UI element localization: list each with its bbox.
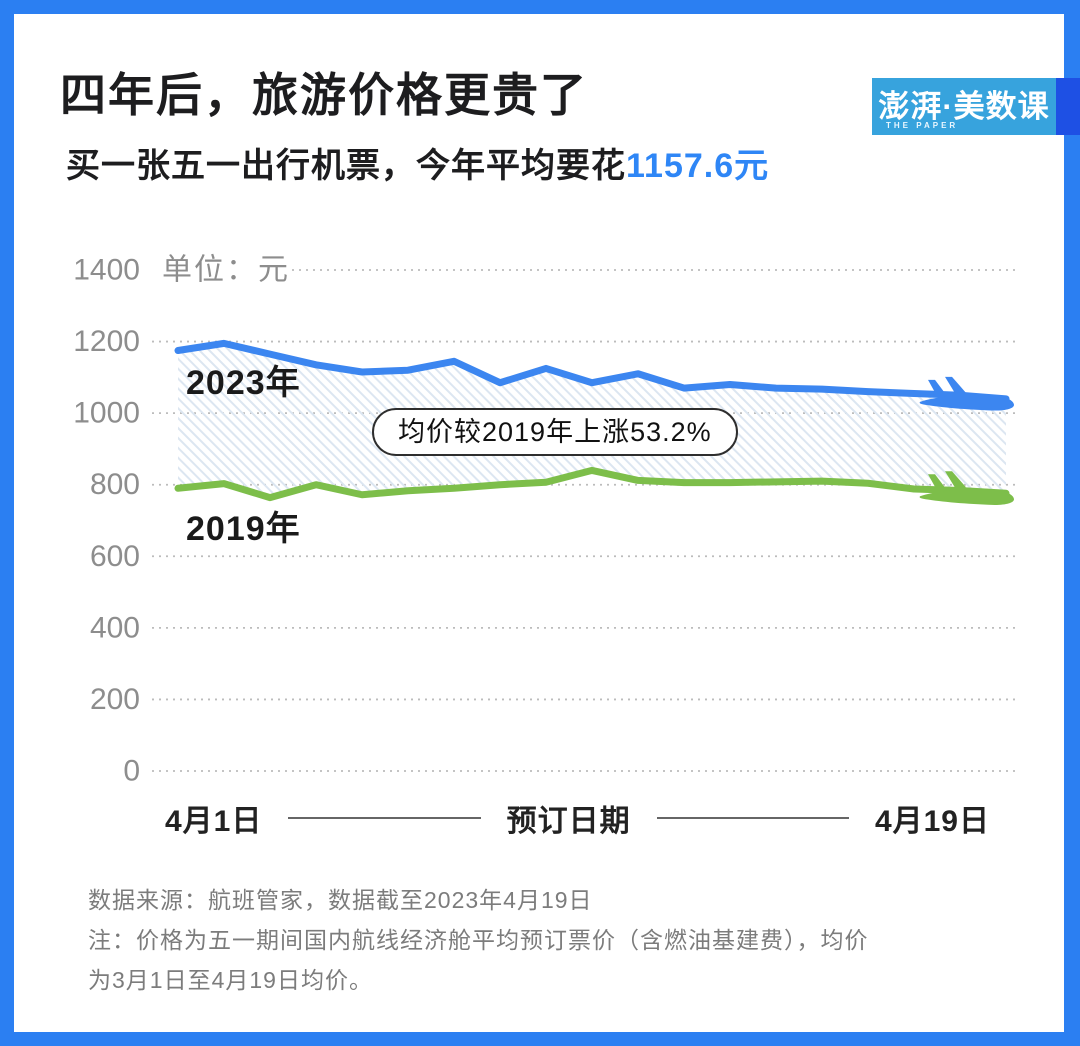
method-note-line2: 为3月1日至4月19日均价。: [88, 967, 373, 993]
infographic-card: 四年后，旅游价格更贵了 买一张五一出行机票，今年平均要花1157.6元 澎湃·美…: [14, 14, 1080, 1032]
svg-text:600: 600: [90, 540, 140, 573]
x-axis: 4月1日 预订日期 4月19日: [165, 796, 990, 840]
chart-canvas: 1400 1200 1000 800 600 400 200 0 单位：元 2023年 2019年: [73, 254, 1018, 788]
method-note-line1: 注：价格为五一期间国内航线经济舱平均预订票价（含燃油基建费），均价: [88, 927, 869, 953]
data-source-note: 数据来源：航班管家，数据截至2023年4月19日: [88, 887, 593, 913]
svg-text:400: 400: [90, 611, 140, 644]
svg-text:0: 0: [123, 755, 140, 788]
footnotes: 数据来源：航班管家，数据截至2023年4月19日 注：价格为五一期间国内航线经济…: [88, 880, 964, 1000]
airplane-icon-2019年: [919, 471, 1014, 506]
brand-logo: 澎湃·美数课 THE PAPER: [872, 78, 1056, 135]
svg-text:1000: 1000: [73, 397, 140, 430]
svg-text:200: 200: [90, 683, 140, 716]
svg-text:800: 800: [90, 468, 140, 501]
airplane-icon-2023年: [919, 376, 1014, 411]
brand-logo-tagline: THE PAPER: [886, 121, 959, 130]
series-label-2023年: 2023年: [186, 364, 301, 402]
svg-text:1400: 1400: [73, 254, 140, 287]
subtitle-highlight-value: 1157.6元: [626, 147, 770, 185]
series-label-2019年: 2019年: [186, 510, 301, 548]
svg-text:1200: 1200: [73, 325, 140, 358]
header: 四年后，旅游价格更贵了 买一张五一出行机票，今年平均要花1157.6元 澎湃·美…: [14, 14, 1080, 188]
brand-logo-text: 澎湃·美数课: [878, 89, 1050, 124]
subtitle-text: 买一张五一出行机票，今年平均要花: [66, 147, 626, 185]
x-axis-rule-right: [656, 817, 849, 819]
page-title: 四年后，旅游价格更贵了: [60, 69, 588, 121]
line-chart: 1400 1200 1000 800 600 400 200 0 单位：元 2023年 2019年 …: [60, 252, 1020, 792]
brand-logo-accent-block: [1056, 78, 1080, 135]
x-axis-end-label: 4月19日: [874, 805, 990, 838]
x-axis-start-label: 4月1日: [165, 805, 263, 838]
x-axis-title: 预订日期: [506, 805, 631, 838]
subtitle: 买一张五一出行机票，今年平均要花1157.6元: [66, 144, 1064, 188]
annotation-pill: 均价较2019年上涨53.2%: [372, 408, 738, 456]
x-axis-rule-left: [288, 817, 481, 819]
svg-text:单位：元: 单位：元: [162, 254, 290, 287]
